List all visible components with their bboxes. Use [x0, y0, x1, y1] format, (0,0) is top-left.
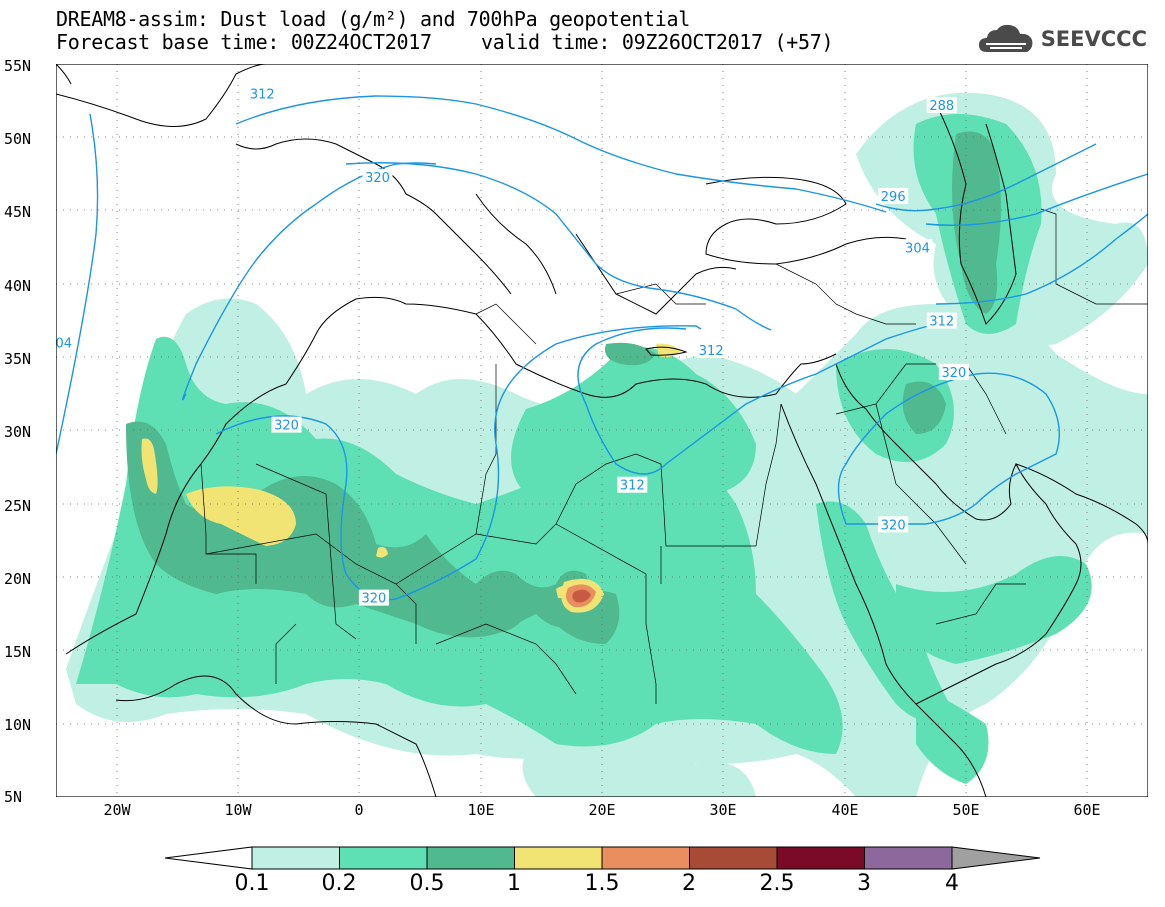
lon-label-20e: 20E	[588, 801, 616, 819]
contour-label: 304	[56, 337, 72, 352]
contour-label-bg	[878, 187, 909, 204]
lat-label-10n: 10N	[4, 716, 32, 734]
contour-label: 312	[699, 344, 724, 359]
contour-label-bg	[271, 416, 302, 433]
lon-label-50e: 50E	[952, 801, 980, 819]
map-plot[interactable]: 312 320 288 296 304 312 312 320 320 312 320 320 304	[56, 64, 1148, 797]
contour-label: 288	[929, 99, 954, 114]
lat-label-45n: 45N	[4, 203, 32, 221]
chart-title: DREAM8-assim: Dust load (g/m²) and 700hP…	[56, 7, 691, 31]
contour-label: 296	[881, 190, 906, 205]
cloud-icon	[978, 24, 1033, 52]
coastlines	[56, 64, 1148, 797]
contour-label: 312	[620, 479, 645, 494]
lat-label-20n: 20N	[4, 570, 32, 588]
lat-label-55n: 55N	[4, 57, 32, 75]
graticule	[56, 64, 1148, 797]
contour-labels: 312 320 288 296 304 312 312 320 320 312 320 320 304	[56, 85, 969, 607]
lat-label-15n: 15N	[4, 643, 32, 661]
colorbar-box-0	[251, 846, 340, 870]
colorbar-box-3	[514, 846, 603, 870]
contour-label-bg	[696, 341, 727, 358]
colorbar-over-arrow	[951, 846, 1041, 870]
base-time-label: Forecast base time: 00Z24OCT2017	[56, 30, 432, 54]
colorbar-box-1	[339, 846, 428, 870]
colorbar-label-4: 1.5	[584, 871, 620, 896]
colorbar-box-5	[689, 846, 778, 870]
contour-label-bg	[617, 476, 648, 493]
lon-label-20w: 20W	[103, 801, 131, 819]
lat-label-25n: 25N	[4, 497, 32, 515]
contour-label: 320	[365, 171, 390, 186]
contour-label: 312	[929, 315, 954, 330]
colorbar-box-2	[426, 846, 515, 870]
colorbar-label-8: 4	[945, 871, 959, 896]
lat-label-40n: 40N	[4, 277, 32, 295]
colorbar-box-7	[864, 846, 953, 870]
contour-label: 304	[905, 241, 930, 256]
contour-label: 320	[361, 592, 386, 607]
lon-label-30e: 30E	[709, 801, 737, 819]
colorbar-label-0: 0.1	[234, 871, 270, 896]
time-info: Forecast base time: 00Z24OCT2017 valid ti…	[56, 30, 834, 54]
colorbar-label-1: 0.2	[321, 871, 357, 896]
contour-label-bg	[902, 239, 933, 256]
colorbar-label-7: 3	[857, 871, 871, 896]
colorbar	[164, 846, 1041, 870]
lat-label-5n: 5N	[4, 788, 23, 806]
lon-label-10e: 10E	[467, 801, 495, 819]
contour-label: 320	[941, 366, 966, 381]
contour-label-bg	[362, 168, 393, 185]
dust-layer-red	[572, 589, 591, 603]
colorbar-box-4	[601, 846, 690, 870]
contour-label: 320	[881, 518, 906, 533]
lat-label-35n: 35N	[4, 350, 32, 368]
colorbar-label-2: 0.5	[409, 871, 445, 896]
contour-label-bg	[56, 334, 75, 351]
valid-time-label: valid time: 09Z26OCT2017 (+57)	[481, 30, 834, 54]
colorbar-label-5: 2	[682, 871, 696, 896]
logo-text: SEEVCCC	[1040, 27, 1147, 51]
colorbar-label-3: 1	[507, 871, 521, 896]
contour-label: 312	[250, 87, 275, 102]
lat-label-50n: 50N	[4, 130, 32, 148]
colorbar-label-6: 2.5	[759, 871, 795, 896]
geopotential-contours	[56, 95, 1148, 601]
lon-label-40e: 40E	[831, 801, 859, 819]
seevccc-logo: SEEVCCC	[977, 22, 1147, 56]
lon-label-10w: 10W	[224, 801, 252, 819]
lat-label-30n: 30N	[4, 423, 32, 441]
contour-label-bg	[926, 97, 957, 114]
colorbar-under-arrow	[164, 846, 253, 870]
contour-label-bg	[358, 589, 389, 606]
contour-label-bg	[247, 85, 278, 102]
contour-label-bg	[926, 312, 957, 329]
lon-label-0: 0	[354, 801, 364, 819]
contour-label-bg	[938, 363, 969, 380]
contour-label: 320	[274, 419, 299, 434]
contour-label-bg	[878, 516, 909, 533]
colorbar-box-6	[776, 846, 865, 870]
lon-label-60e: 60E	[1073, 801, 1101, 819]
